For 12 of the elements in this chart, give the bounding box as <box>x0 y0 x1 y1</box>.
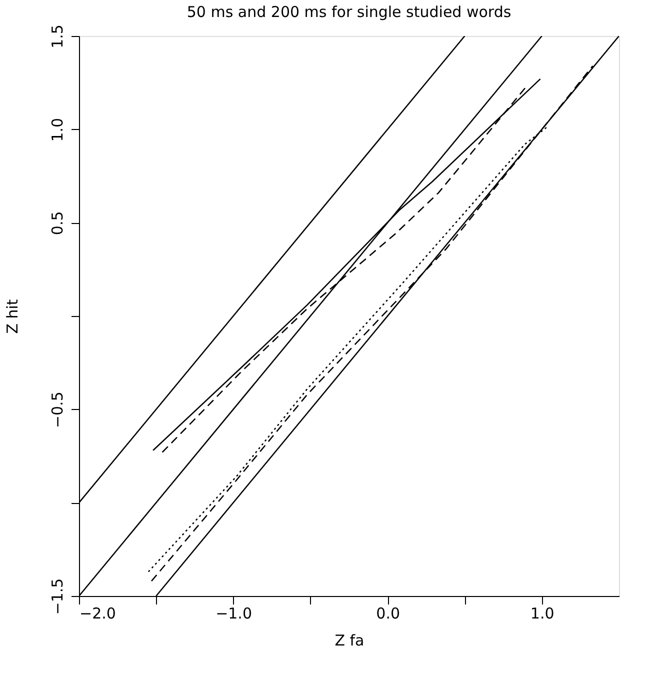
y-tick-label: −1.5 <box>48 578 66 615</box>
chart-title: 50 ms and 200 ms for single studied words <box>186 3 512 22</box>
y-tick-label: 0.5 <box>48 211 66 236</box>
x-tick-label: 0.0 <box>376 604 400 622</box>
y-tick-label: 1.0 <box>48 118 66 142</box>
x-tick-label: 1.0 <box>530 604 554 622</box>
x-tick-label: −2.0 <box>80 604 116 622</box>
x-axis-title: Z fa <box>334 632 364 650</box>
x-tick-label: −1.0 <box>216 604 252 622</box>
y-tick-label: −0.5 <box>48 392 66 428</box>
y-tick-label: 1.5 <box>48 24 66 48</box>
y-axis-title: Z hit <box>4 299 22 334</box>
